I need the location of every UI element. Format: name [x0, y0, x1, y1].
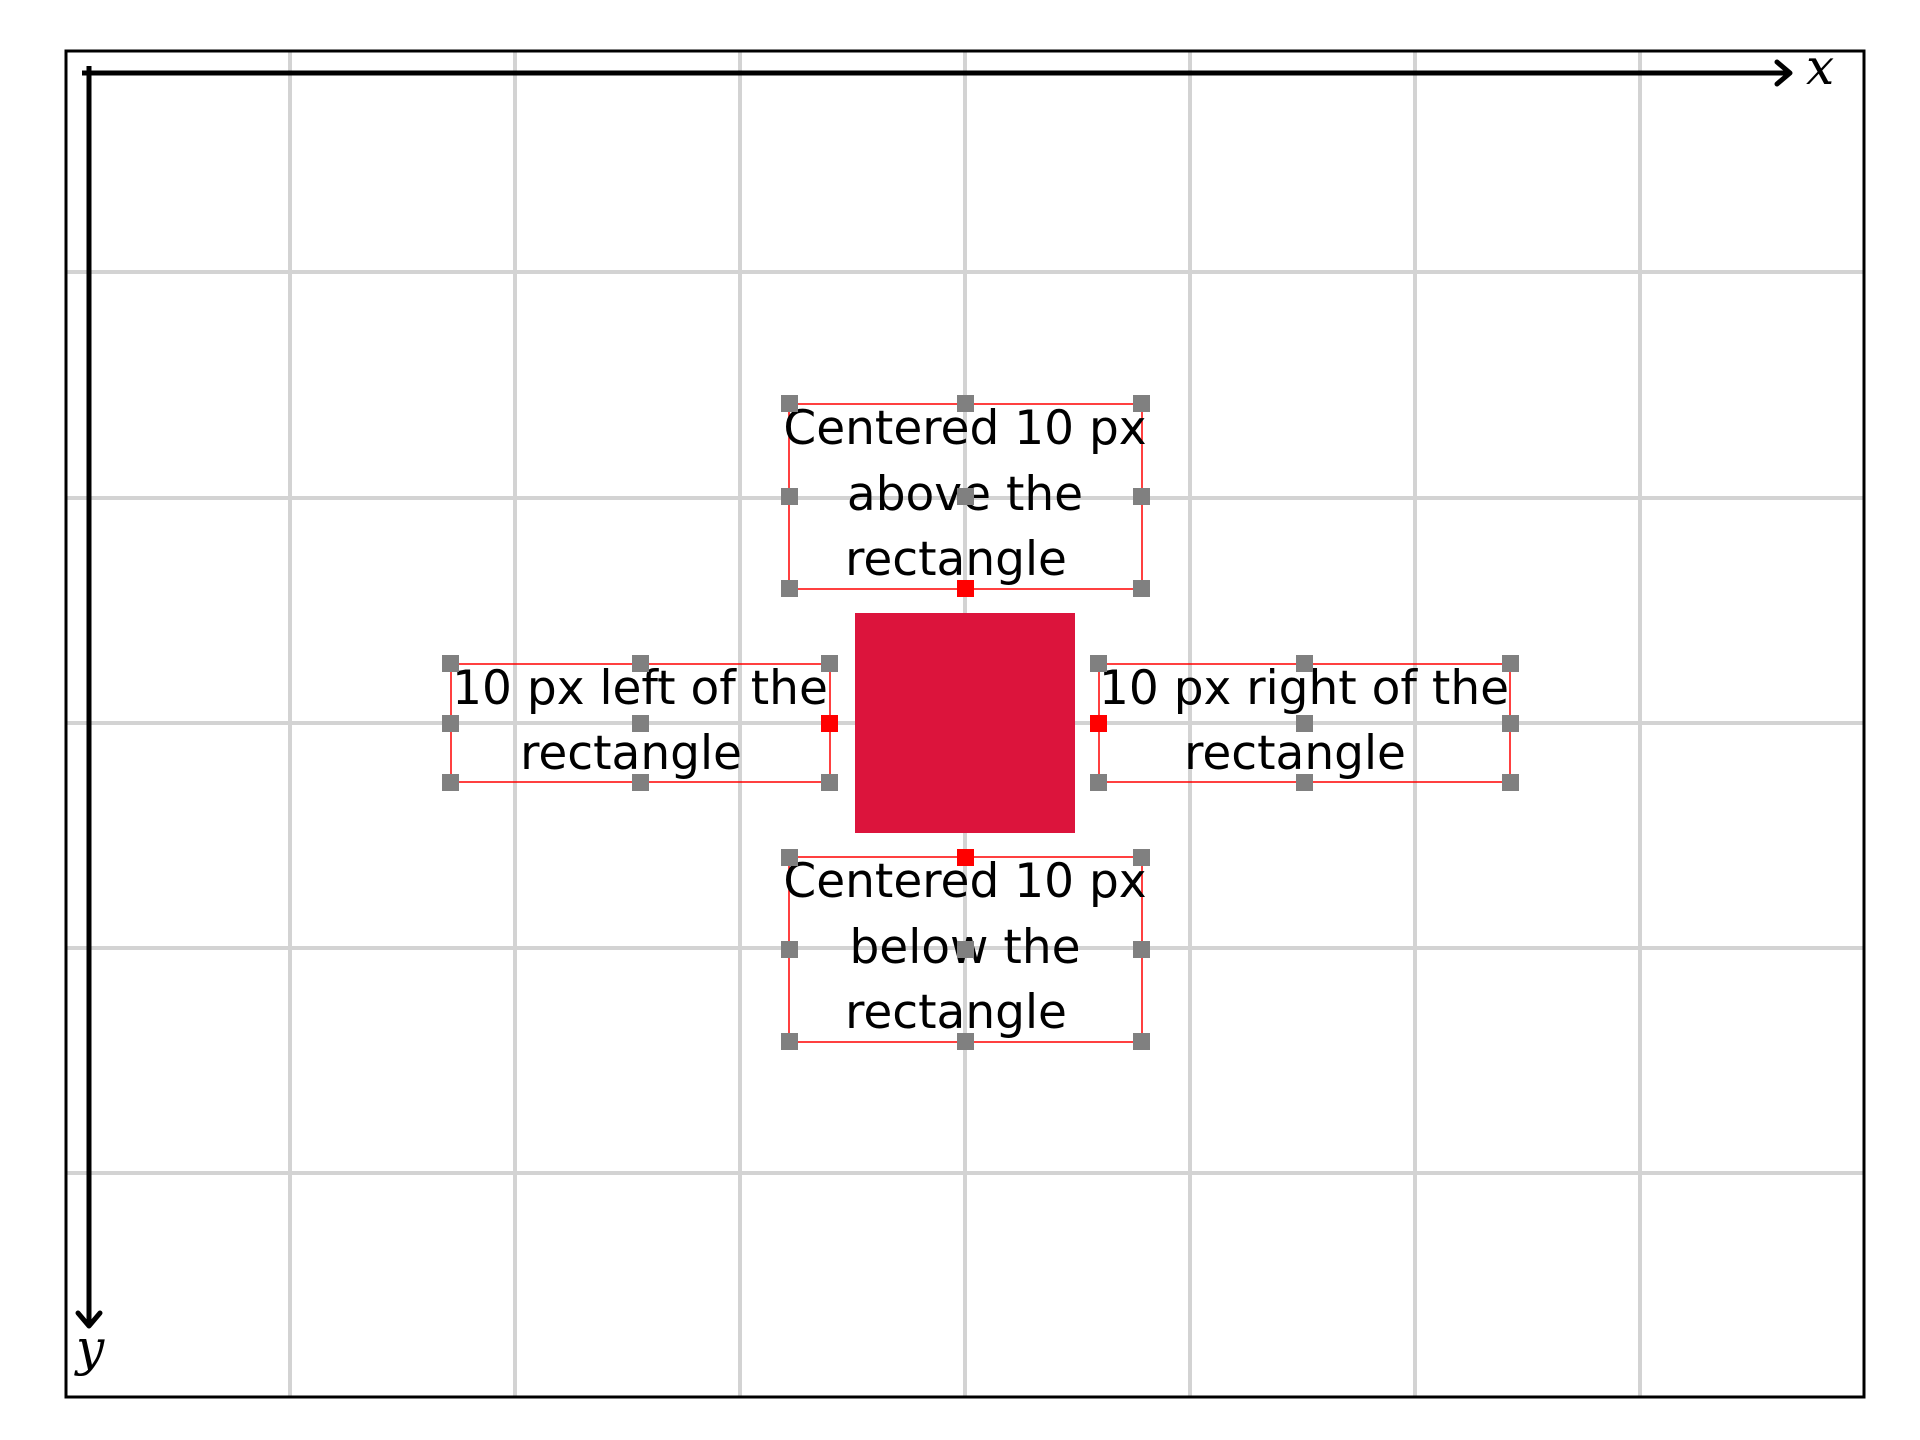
label-box-right[interactable]: 10 px right of the rectangle: [1090, 655, 1519, 791]
resize-handle[interactable]: [1296, 655, 1313, 672]
label-right-line-2: rectangle: [1184, 726, 1406, 781]
y-axis: y: [74, 66, 105, 1377]
resize-handle[interactable]: [1133, 580, 1150, 597]
x-axis-label: x: [1806, 38, 1834, 96]
label-below-line-3: rectangle: [845, 985, 1067, 1040]
resize-handle[interactable]: [1133, 941, 1150, 958]
label-left-line-2: rectangle: [520, 726, 742, 781]
label-above-line-3: rectangle: [845, 532, 1067, 587]
resize-handle[interactable]: [781, 1033, 798, 1050]
resize-handle[interactable]: [442, 655, 459, 672]
x-axis: x: [82, 38, 1834, 96]
resize-handle[interactable]: [442, 715, 459, 732]
y-axis-label: y: [74, 1319, 105, 1377]
anchor-point[interactable]: [957, 849, 974, 866]
resize-handle[interactable]: [957, 488, 974, 505]
anchor-point[interactable]: [957, 580, 974, 597]
resize-handle[interactable]: [1502, 655, 1519, 672]
resize-handle[interactable]: [1502, 774, 1519, 791]
resize-handle[interactable]: [1090, 655, 1107, 672]
resize-handle[interactable]: [781, 580, 798, 597]
label-box-left[interactable]: 10 px left of the rectangle: [442, 655, 838, 791]
resize-handle[interactable]: [1133, 849, 1150, 866]
resize-handle[interactable]: [1090, 774, 1107, 791]
anchor-point[interactable]: [1090, 715, 1107, 732]
resize-handle[interactable]: [1133, 395, 1150, 412]
x-axis-arrowhead: [1774, 59, 1793, 87]
label-box-below[interactable]: Centered 10 px below the rectangle: [781, 849, 1150, 1050]
resize-handle[interactable]: [632, 774, 649, 791]
label-box-above[interactable]: Centered 10 px above the rectangle: [781, 395, 1150, 597]
resize-handle[interactable]: [1133, 488, 1150, 505]
resize-handle[interactable]: [1296, 715, 1313, 732]
anchor-point[interactable]: [821, 715, 838, 732]
resize-handle[interactable]: [821, 774, 838, 791]
resize-handle[interactable]: [781, 849, 798, 866]
resize-handle[interactable]: [821, 655, 838, 672]
y-axis-arrowhead: [75, 1310, 103, 1329]
resize-handle[interactable]: [1502, 715, 1519, 732]
resize-handle[interactable]: [957, 395, 974, 412]
resize-handle[interactable]: [1296, 774, 1313, 791]
plot-frame: [64, 49, 1866, 1399]
resize-handle[interactable]: [781, 941, 798, 958]
resize-handle[interactable]: [442, 774, 459, 791]
resize-handle[interactable]: [781, 488, 798, 505]
resize-handle[interactable]: [957, 1033, 974, 1050]
center-rectangle[interactable]: [855, 613, 1075, 833]
resize-handle[interactable]: [957, 941, 974, 958]
resize-handle[interactable]: [632, 715, 649, 732]
resize-handle[interactable]: [632, 655, 649, 672]
resize-handle[interactable]: [781, 395, 798, 412]
resize-handle[interactable]: [1133, 1033, 1150, 1050]
